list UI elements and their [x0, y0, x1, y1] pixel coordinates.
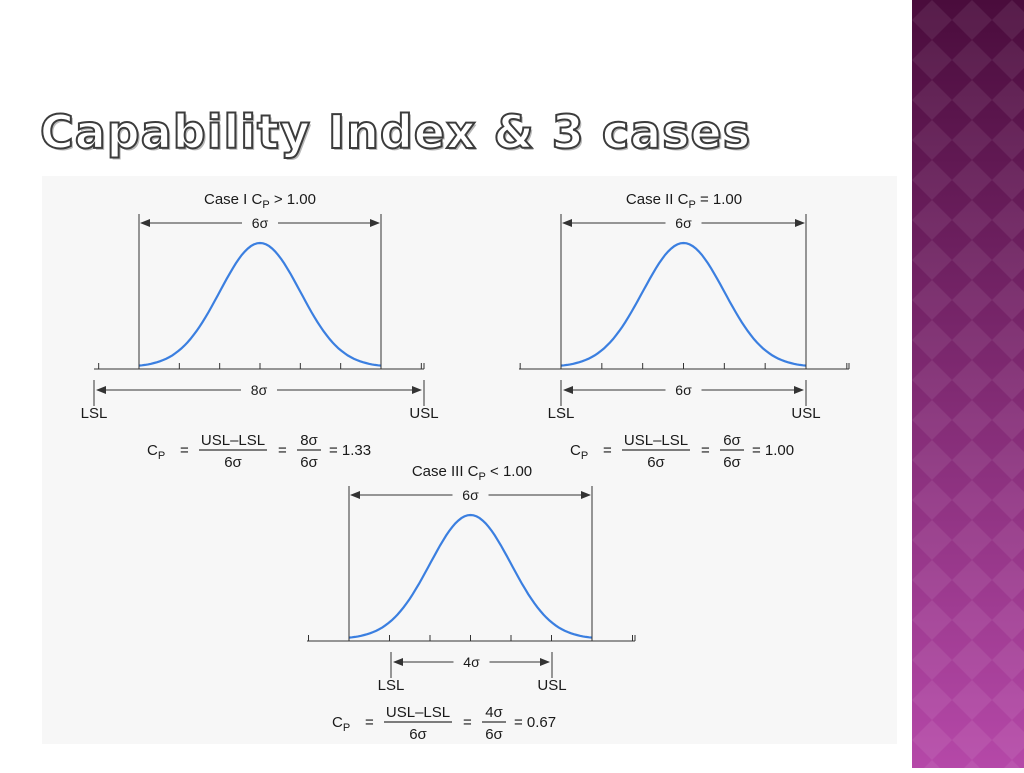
formula-denominator: 6σ [647, 454, 665, 471]
case-title: Case I CP > 1.00 [204, 191, 316, 211]
formula-value-numerator: 6σ [723, 432, 741, 449]
usl-label: USL [537, 677, 566, 694]
spec-spread-label: 6σ [675, 382, 692, 398]
lsl-label: LSL [81, 405, 108, 422]
formula-equals: = [180, 442, 189, 459]
formula-result: = 1.33 [329, 442, 371, 459]
case-1: Case I CP > 1.00 6σ 8σ LSL USL CP = USL–LSL 6σ = 8… [81, 191, 439, 471]
usl-label: USL [409, 405, 438, 422]
case-title: Case II CP = 1.00 [626, 191, 742, 211]
formula-value-numerator: 8σ [300, 432, 318, 449]
formula-numerator: USL–LSL [201, 432, 265, 449]
formula-numerator: USL–LSL [386, 704, 450, 721]
formula-equals: = [365, 714, 374, 731]
spec-spread-label: 8σ [251, 382, 268, 398]
formula-lhs: CP [570, 442, 588, 462]
slide-title: Capability Index & 3 cases [39, 104, 752, 160]
capability-figure: Case I CP > 1.00 6σ 8σ LSL USL CP = USL–LSL 6σ = 8… [42, 176, 897, 744]
formula-equals: = [701, 442, 710, 459]
formula-equals: = [463, 714, 472, 731]
formula-numerator: USL–LSL [624, 432, 688, 449]
diamond-pattern [912, 0, 1024, 768]
process-spread-label: 6σ [462, 487, 479, 503]
normal-distribution-curve [560, 241, 807, 367]
normal-distribution-curve [138, 241, 382, 367]
formula-value-numerator: 4σ [485, 704, 503, 721]
formula-denominator: 6σ [409, 726, 427, 743]
case-3: Case III CP < 1.00 6σ 4σ LSL USL CP = USL–LSL 6σ… [307, 463, 636, 743]
formula-value-denominator: 6σ [723, 454, 741, 471]
formula-result: = 1.00 [752, 442, 794, 459]
process-spread-label: 6σ [252, 215, 269, 231]
formula-lhs: CP [332, 714, 350, 734]
usl-label: USL [791, 405, 820, 422]
formula-equals: = [603, 442, 612, 459]
formula-value-denominator: 6σ [485, 726, 503, 743]
capability-diagram: Case I CP > 1.00 6σ 8σ LSL USL CP = USL–LSL 6σ = 8… [81, 191, 850, 743]
lsl-label: LSL [548, 405, 575, 422]
formula-value-denominator: 6σ [300, 454, 318, 471]
formula-equals: = [278, 442, 287, 459]
case-2: Case II CP = 1.00 6σ 6σ LSL USL CP = USL–LSL 6σ =… [519, 191, 850, 471]
formula-lhs: CP [147, 442, 165, 462]
case-title: Case III CP < 1.00 [412, 463, 532, 483]
lsl-label: LSL [378, 677, 405, 694]
process-spread-label: 6σ [675, 215, 692, 231]
spec-spread-label: 4σ [463, 654, 480, 670]
normal-distribution-curve [348, 513, 593, 639]
formula-result: = 0.67 [514, 714, 556, 731]
formula-denominator: 6σ [224, 454, 242, 471]
decorative-side-panel [912, 0, 1024, 768]
